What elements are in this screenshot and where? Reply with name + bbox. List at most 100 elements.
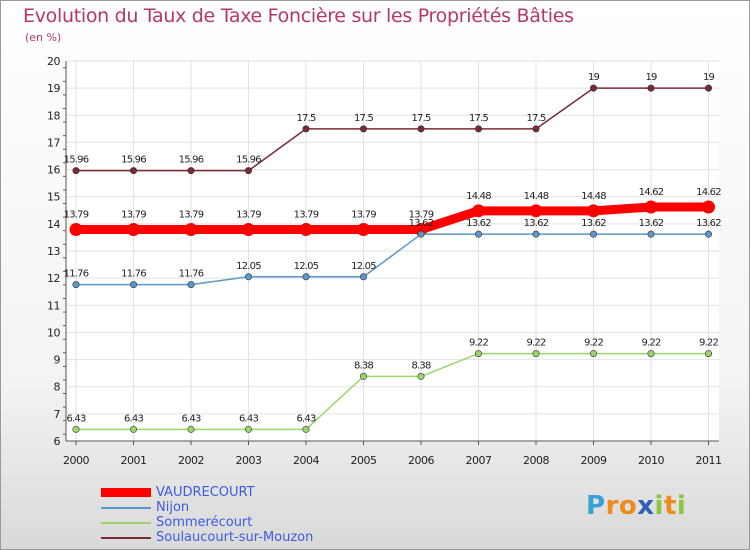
data-label: 9.22 <box>584 338 604 349</box>
data-label: 13.62 <box>581 218 606 229</box>
data-label: 17.5 <box>469 113 489 124</box>
data-label: 6.43 <box>239 413 259 424</box>
x-tick-label: 2007 <box>466 454 492 467</box>
logo-letter: i <box>676 491 687 521</box>
data-point <box>302 425 310 433</box>
data-label: 13.79 <box>409 210 434 221</box>
data-point <box>529 204 543 218</box>
data-point <box>359 273 367 281</box>
data-label: 11.76 <box>179 269 204 280</box>
data-point <box>302 125 310 133</box>
y-tick-label: 14 <box>47 218 60 231</box>
legend-label: Sommerécourt <box>156 515 253 530</box>
data-point <box>704 84 712 92</box>
legend-swatch <box>101 488 151 497</box>
series-line-nijon <box>75 233 710 286</box>
y-tick-label: 15 <box>47 191 60 204</box>
data-label: 14.62 <box>696 187 721 198</box>
y-tick-label: 12 <box>47 272 60 285</box>
data-label: 19 <box>703 72 715 83</box>
series-layer <box>69 84 715 433</box>
data-label: 14.48 <box>581 191 606 202</box>
data-label: 8.38 <box>411 360 431 371</box>
x-tick-label: 2002 <box>178 454 204 467</box>
axes: 6 7 8 9 10 11 12 13 14 15 16 17 18 19 20 2000 2001 2002 20… <box>47 55 722 467</box>
data-label: 6.43 <box>181 413 201 424</box>
data-label: 17.5 <box>411 113 431 124</box>
data-label: 8.38 <box>354 360 374 371</box>
data-label: 13.79 <box>64 210 89 221</box>
legend-swatch <box>101 507 151 509</box>
data-label: 17.5 <box>296 113 316 124</box>
data-point <box>72 281 80 289</box>
data-point <box>359 125 367 133</box>
data-point <box>130 281 138 289</box>
data-label: 11.76 <box>121 269 146 280</box>
logo-letter: P <box>586 491 606 521</box>
data-point <box>704 230 712 238</box>
data-label: 13.62 <box>524 218 549 229</box>
data-label: 6.43 <box>66 413 86 424</box>
legend-label: VAUDRECOURT <box>156 485 255 500</box>
data-point <box>357 223 370 237</box>
data-point <box>245 425 253 433</box>
data-point <box>302 273 310 281</box>
legend-item-nijon: Nijon <box>101 500 361 515</box>
data-point <box>532 125 540 133</box>
x-tick-label: 2010 <box>638 454 664 467</box>
y-tick-label: 9 <box>54 354 61 367</box>
data-label: 13.79 <box>351 210 376 221</box>
data-label: 13.62 <box>466 218 491 229</box>
y-tick-label: 20 <box>47 55 60 68</box>
legend-swatch <box>101 522 151 524</box>
logo-letter: x <box>637 491 655 521</box>
data-point <box>589 84 597 92</box>
data-label: 12.05 <box>236 261 261 272</box>
data-point <box>472 204 485 218</box>
data-label: 13.79 <box>236 210 261 221</box>
y-tick-label: 8 <box>54 381 61 394</box>
data-point <box>130 425 138 433</box>
y-tick-label: 6 <box>54 435 61 448</box>
data-point <box>417 372 425 380</box>
data-point <box>704 350 712 358</box>
data-point <box>647 350 655 358</box>
series-line-vaudrecourt <box>71 202 713 235</box>
data-point <box>299 223 313 237</box>
data-label: 9.22 <box>526 338 546 349</box>
y-tick-label: 17 <box>47 136 60 149</box>
data-label: 9.22 <box>699 338 719 349</box>
data-label: 17.5 <box>354 113 374 124</box>
series-line-soulaucourt-sur-mouzon <box>75 87 710 172</box>
data-point <box>417 125 425 133</box>
data-label: 14.62 <box>639 187 664 198</box>
data-label: 19 <box>588 72 600 83</box>
y-tick-label: 10 <box>47 326 60 339</box>
data-point <box>474 230 482 238</box>
x-tick-label: 2003 <box>236 454 262 467</box>
data-label: 14.48 <box>466 191 491 202</box>
data-label: 9.22 <box>469 338 489 349</box>
legend: VAUDRECOURT Nijon Sommerécourt Soulaucou… <box>101 485 361 545</box>
x-tick-label: 2005 <box>351 454 377 467</box>
data-label: 15.96 <box>236 155 261 166</box>
data-label: 9.22 <box>641 338 661 349</box>
data-point <box>587 204 600 218</box>
logo-letter: t <box>663 491 677 521</box>
data-point <box>702 200 715 214</box>
data-point <box>187 425 195 433</box>
data-point <box>127 223 140 237</box>
y-tick-label: 19 <box>47 82 60 95</box>
logo-letter: i <box>654 491 664 521</box>
data-point <box>72 425 80 433</box>
chart-unit: (en %) <box>25 31 62 44</box>
data-label: 19 <box>645 72 657 83</box>
x-tick-label: 2001 <box>121 454 147 467</box>
data-point <box>187 167 195 175</box>
data-point <box>414 223 428 237</box>
data-label: 17.5 <box>526 113 546 124</box>
data-label: 14.48 <box>524 191 549 202</box>
data-label: 15.96 <box>64 155 89 166</box>
proxiti-logo: Proxiti <box>586 491 686 521</box>
